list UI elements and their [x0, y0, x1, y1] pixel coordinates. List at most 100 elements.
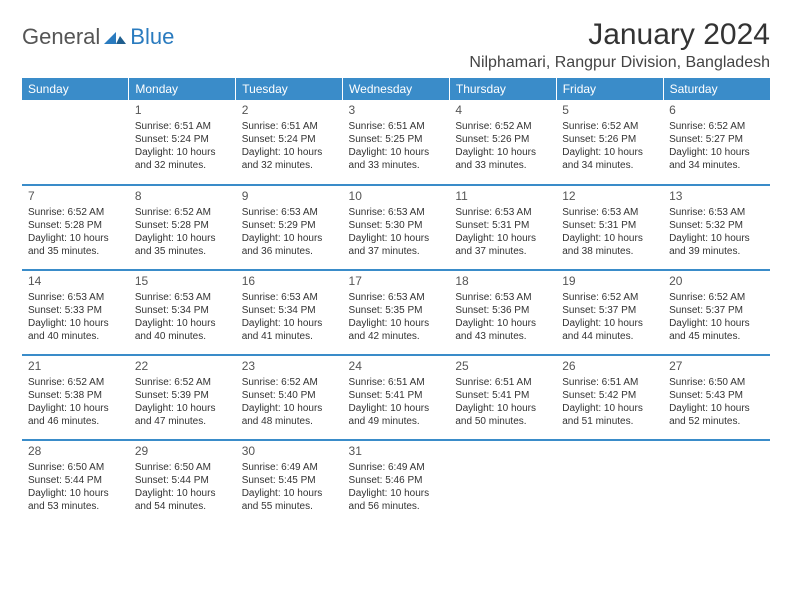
- day-sunset: Sunset: 5:39 PM: [135, 389, 230, 402]
- day-sunset: Sunset: 5:42 PM: [562, 389, 657, 402]
- day-number: 7: [28, 189, 123, 205]
- day-number: 9: [242, 189, 337, 205]
- day-sunrise: Sunrise: 6:52 AM: [455, 120, 550, 133]
- day-number: 4: [455, 103, 550, 119]
- day-daylight: Daylight: 10 hours and 39 minutes.: [669, 232, 764, 258]
- day-sunset: Sunset: 5:33 PM: [28, 304, 123, 317]
- day-number: 30: [242, 444, 337, 460]
- calendar-day-cell: 31Sunrise: 6:49 AMSunset: 5:46 PMDayligh…: [343, 440, 450, 525]
- page-header: General Blue January 2024 Nilphamari, Ra…: [22, 18, 770, 72]
- calendar-page: General Blue January 2024 Nilphamari, Ra…: [0, 0, 792, 543]
- heading-block: January 2024 Nilphamari, Rangpur Divisio…: [469, 18, 770, 72]
- day-daylight: Daylight: 10 hours and 47 minutes.: [135, 402, 230, 428]
- day-sunrise: Sunrise: 6:53 AM: [28, 291, 123, 304]
- day-daylight: Daylight: 10 hours and 50 minutes.: [455, 402, 550, 428]
- calendar-day-cell: 26Sunrise: 6:51 AMSunset: 5:42 PMDayligh…: [556, 355, 663, 440]
- day-sunrise: Sunrise: 6:50 AM: [28, 461, 123, 474]
- day-sunrise: Sunrise: 6:53 AM: [135, 291, 230, 304]
- day-daylight: Daylight: 10 hours and 55 minutes.: [242, 487, 337, 513]
- day-sunset: Sunset: 5:31 PM: [455, 219, 550, 232]
- calendar-day-cell: 7Sunrise: 6:52 AMSunset: 5:28 PMDaylight…: [22, 185, 129, 270]
- day-number: 17: [349, 274, 444, 290]
- day-sunset: Sunset: 5:44 PM: [135, 474, 230, 487]
- day-sunset: Sunset: 5:41 PM: [455, 389, 550, 402]
- day-daylight: Daylight: 10 hours and 48 minutes.: [242, 402, 337, 428]
- day-daylight: Daylight: 10 hours and 43 minutes.: [455, 317, 550, 343]
- calendar-day-cell: 18Sunrise: 6:53 AMSunset: 5:36 PMDayligh…: [449, 270, 556, 355]
- day-number: 24: [349, 359, 444, 375]
- day-number: 14: [28, 274, 123, 290]
- day-daylight: Daylight: 10 hours and 53 minutes.: [28, 487, 123, 513]
- day-sunrise: Sunrise: 6:50 AM: [669, 376, 764, 389]
- calendar-day-cell: 16Sunrise: 6:53 AMSunset: 5:34 PMDayligh…: [236, 270, 343, 355]
- day-number: 29: [135, 444, 230, 460]
- day-daylight: Daylight: 10 hours and 37 minutes.: [455, 232, 550, 258]
- day-sunrise: Sunrise: 6:51 AM: [242, 120, 337, 133]
- day-daylight: Daylight: 10 hours and 45 minutes.: [669, 317, 764, 343]
- weekday-header: Sunday: [22, 78, 129, 100]
- day-sunset: Sunset: 5:24 PM: [135, 133, 230, 146]
- day-daylight: Daylight: 10 hours and 40 minutes.: [135, 317, 230, 343]
- day-sunrise: Sunrise: 6:52 AM: [28, 206, 123, 219]
- day-daylight: Daylight: 10 hours and 40 minutes.: [28, 317, 123, 343]
- day-number: 11: [455, 189, 550, 205]
- day-daylight: Daylight: 10 hours and 54 minutes.: [135, 487, 230, 513]
- calendar-day-cell: 8Sunrise: 6:52 AMSunset: 5:28 PMDaylight…: [129, 185, 236, 270]
- day-sunrise: Sunrise: 6:52 AM: [562, 120, 657, 133]
- calendar-day-cell: 15Sunrise: 6:53 AMSunset: 5:34 PMDayligh…: [129, 270, 236, 355]
- weekday-header-row: Sunday Monday Tuesday Wednesday Thursday…: [22, 78, 770, 100]
- weekday-header: Saturday: [663, 78, 770, 100]
- day-daylight: Daylight: 10 hours and 32 minutes.: [135, 146, 230, 172]
- day-sunset: Sunset: 5:35 PM: [349, 304, 444, 317]
- day-sunset: Sunset: 5:25 PM: [349, 133, 444, 146]
- day-sunset: Sunset: 5:40 PM: [242, 389, 337, 402]
- day-daylight: Daylight: 10 hours and 35 minutes.: [135, 232, 230, 258]
- day-daylight: Daylight: 10 hours and 34 minutes.: [669, 146, 764, 172]
- calendar-day-cell: 12Sunrise: 6:53 AMSunset: 5:31 PMDayligh…: [556, 185, 663, 270]
- day-sunrise: Sunrise: 6:51 AM: [135, 120, 230, 133]
- day-sunset: Sunset: 5:31 PM: [562, 219, 657, 232]
- calendar-day-cell: 23Sunrise: 6:52 AMSunset: 5:40 PMDayligh…: [236, 355, 343, 440]
- day-sunrise: Sunrise: 6:52 AM: [28, 376, 123, 389]
- calendar-day-cell: 10Sunrise: 6:53 AMSunset: 5:30 PMDayligh…: [343, 185, 450, 270]
- calendar-day-cell: 5Sunrise: 6:52 AMSunset: 5:26 PMDaylight…: [556, 100, 663, 185]
- calendar-day-cell: [556, 440, 663, 525]
- day-number: 5: [562, 103, 657, 119]
- calendar-day-cell: 4Sunrise: 6:52 AMSunset: 5:26 PMDaylight…: [449, 100, 556, 185]
- day-number: 12: [562, 189, 657, 205]
- day-sunrise: Sunrise: 6:53 AM: [455, 206, 550, 219]
- day-sunrise: Sunrise: 6:51 AM: [455, 376, 550, 389]
- day-daylight: Daylight: 10 hours and 38 minutes.: [562, 232, 657, 258]
- day-number: 25: [455, 359, 550, 375]
- day-number: 19: [562, 274, 657, 290]
- day-sunset: Sunset: 5:41 PM: [349, 389, 444, 402]
- calendar-day-cell: 9Sunrise: 6:53 AMSunset: 5:29 PMDaylight…: [236, 185, 343, 270]
- calendar-day-cell: 20Sunrise: 6:52 AMSunset: 5:37 PMDayligh…: [663, 270, 770, 355]
- day-number: 23: [242, 359, 337, 375]
- day-daylight: Daylight: 10 hours and 37 minutes.: [349, 232, 444, 258]
- day-daylight: Daylight: 10 hours and 41 minutes.: [242, 317, 337, 343]
- day-sunset: Sunset: 5:28 PM: [135, 219, 230, 232]
- day-sunset: Sunset: 5:26 PM: [455, 133, 550, 146]
- calendar-week-row: 7Sunrise: 6:52 AMSunset: 5:28 PMDaylight…: [22, 185, 770, 270]
- day-number: 20: [669, 274, 764, 290]
- day-number: 13: [669, 189, 764, 205]
- day-number: 31: [349, 444, 444, 460]
- day-sunrise: Sunrise: 6:52 AM: [669, 291, 764, 304]
- day-sunset: Sunset: 5:34 PM: [135, 304, 230, 317]
- day-sunrise: Sunrise: 6:53 AM: [562, 206, 657, 219]
- day-sunrise: Sunrise: 6:53 AM: [349, 291, 444, 304]
- day-daylight: Daylight: 10 hours and 34 minutes.: [562, 146, 657, 172]
- calendar-day-cell: 30Sunrise: 6:49 AMSunset: 5:45 PMDayligh…: [236, 440, 343, 525]
- day-daylight: Daylight: 10 hours and 36 minutes.: [242, 232, 337, 258]
- logo-text-general: General: [22, 24, 100, 50]
- day-number: 21: [28, 359, 123, 375]
- calendar-table: Sunday Monday Tuesday Wednesday Thursday…: [22, 78, 770, 525]
- day-number: 2: [242, 103, 337, 119]
- calendar-week-row: 1Sunrise: 6:51 AMSunset: 5:24 PMDaylight…: [22, 100, 770, 185]
- month-title: January 2024: [469, 18, 770, 52]
- day-sunset: Sunset: 5:27 PM: [669, 133, 764, 146]
- calendar-day-cell: 2Sunrise: 6:51 AMSunset: 5:24 PMDaylight…: [236, 100, 343, 185]
- calendar-week-row: 28Sunrise: 6:50 AMSunset: 5:44 PMDayligh…: [22, 440, 770, 525]
- day-number: 15: [135, 274, 230, 290]
